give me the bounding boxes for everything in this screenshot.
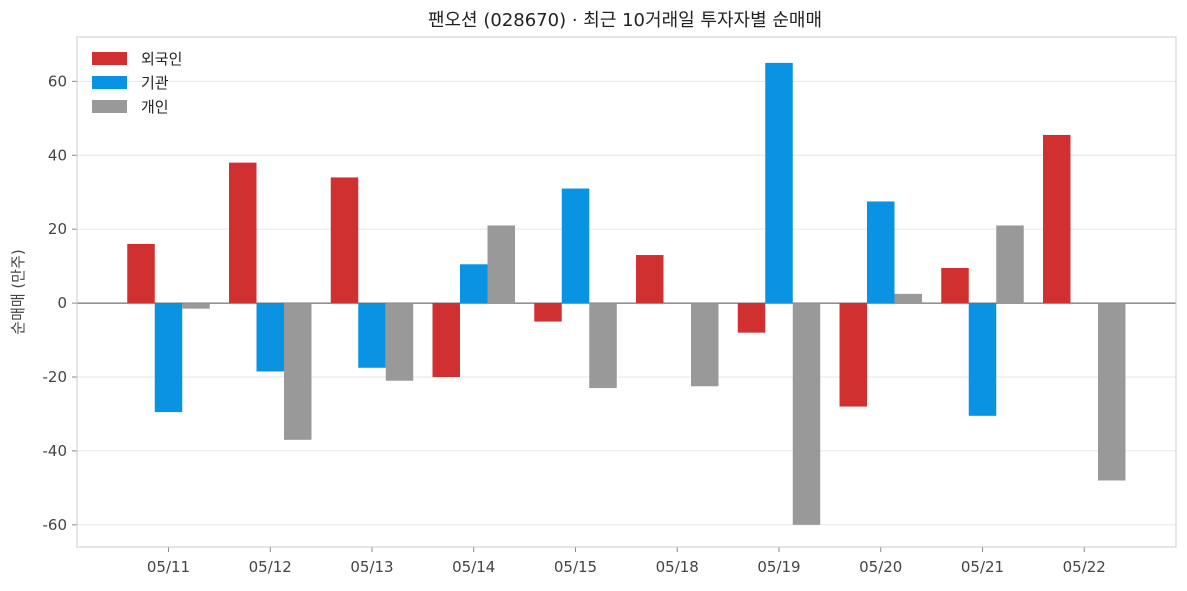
legend-swatch [92,52,127,65]
bar [432,303,460,377]
bar [385,303,414,381]
bar [330,177,359,304]
y-tick-label: 40 [48,146,67,164]
bar [996,225,1024,304]
bar [589,303,617,389]
x-tick-label: 05/20 [859,558,902,576]
bar [284,303,312,440]
bar [867,201,895,304]
y-tick-label: 20 [48,220,67,238]
y-axis-label: 순매매 (만주) [9,249,27,334]
y-tick-label: -60 [43,516,68,534]
legend-label: 개인 [141,98,169,116]
x-tick-label: 05/21 [961,558,1004,576]
x-tick-label: 05/19 [757,558,800,576]
legend-label: 기관 [141,74,169,92]
x-tick-label: 05/12 [249,558,292,576]
legend-swatch [92,100,127,113]
bar [229,162,257,304]
plot-frame [76,36,1177,548]
x-tick-label: 05/18 [656,558,699,576]
bar [1043,134,1071,304]
bar [737,303,766,333]
bar [765,62,793,304]
legend-label: 외국인 [141,50,182,68]
chart-title: 팬오션 (028670) · 최근 10거래일 투자자별 순매매 [428,10,822,31]
bar [968,303,997,416]
bar [1098,303,1126,481]
bar [691,303,719,387]
bar [636,255,664,304]
bar [941,267,969,304]
y-tick-label: 0 [57,294,67,312]
bar [460,264,488,304]
y-tick-label: 60 [48,72,67,90]
x-tick-label: 05/13 [350,558,393,576]
bar [839,303,867,407]
y-tick-label: -40 [43,442,68,460]
x-tick-label: 05/14 [452,558,495,576]
legend-swatch [92,76,127,89]
bar [256,303,284,372]
bars [127,62,1126,525]
bar [792,303,821,525]
bar [487,225,515,304]
bar [561,188,590,304]
bar [534,303,562,322]
x-tick-label: 05/11 [147,558,190,576]
y-tick-label: -20 [43,368,68,386]
bar [182,303,210,309]
y-axis-ticks: -60 -40 -20 0 20 40 60 [43,72,77,534]
x-tick-label: 05/22 [1063,558,1106,576]
bar [894,293,922,304]
bar [358,303,386,368]
bar [127,243,155,304]
x-axis-ticks: 05/11 05/12 05/13 05/14 05/15 05/18 05/19 05/20… [147,547,1106,576]
x-tick-label: 05/15 [554,558,597,576]
bar [154,303,183,413]
